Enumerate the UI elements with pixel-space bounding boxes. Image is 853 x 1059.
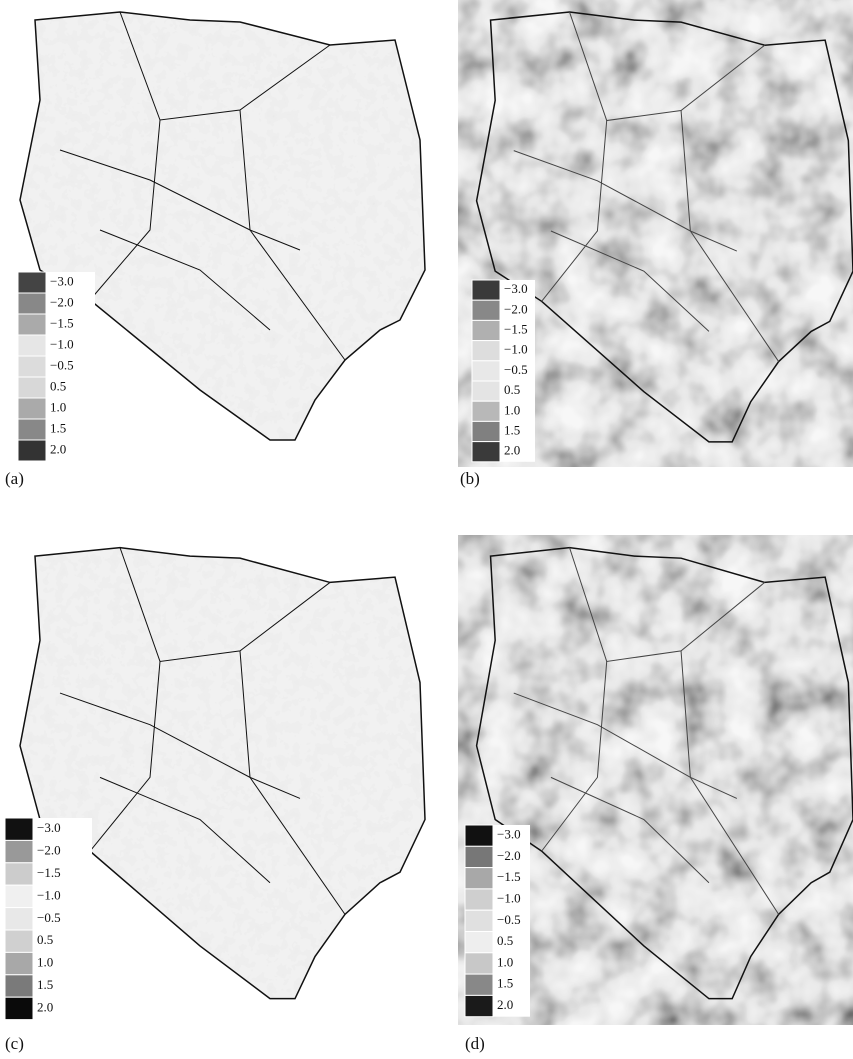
legend-label: 0.5 — [50, 378, 66, 393]
legend-label: 1.5 — [37, 977, 53, 992]
panel-label: (d) — [465, 1034, 485, 1053]
panel-label: (b) — [460, 469, 480, 488]
legend-swatch — [5, 863, 33, 885]
legend-swatch — [5, 930, 33, 952]
legend-swatch — [465, 953, 493, 974]
map-panel: −3.0 −2.0 −1.5 −1.0 −0.5 0.5 1.0 1.5 2.0 (c) — [0, 535, 425, 1053]
legend: −3.0 −2.0 −1.5 −1.0 −0.5 0.5 1.0 1.5 2.0 — [472, 280, 535, 462]
legend-label: 1.0 — [37, 955, 53, 970]
legend-swatch — [472, 401, 500, 421]
legend-label: 1.5 — [497, 976, 513, 991]
legend-swatch — [5, 840, 33, 862]
legend-label: 2.0 — [50, 441, 66, 456]
legend-label: −1.0 — [50, 336, 74, 351]
legend-label: −1.5 — [504, 321, 528, 336]
legend: −3.0 −2.0 −1.5 −1.0 −0.5 0.5 1.0 1.5 2.0 — [465, 825, 530, 1017]
legend-swatch — [472, 341, 500, 361]
legend-swatch — [465, 910, 493, 931]
figure: −3.0−2.0−1.5−1.0−0.50.51.01.52.0(a)−3.0−… — [0, 0, 853, 1059]
legend-label: −2.0 — [37, 843, 61, 858]
legend-swatch — [472, 421, 500, 441]
legend-swatch — [465, 932, 493, 953]
legend-swatch — [5, 997, 33, 1019]
legend-swatch — [18, 398, 46, 419]
legend: −3.0 −2.0 −1.5 −1.0 −0.5 0.5 1.0 1.5 2.0 — [18, 272, 95, 461]
legend-label: 2.0 — [37, 999, 53, 1014]
legend-swatch — [18, 272, 46, 293]
legend-swatch — [5, 818, 33, 840]
legend-swatch — [18, 356, 46, 377]
legend-swatch — [472, 381, 500, 401]
legend-swatch — [18, 314, 46, 335]
legend-label: −3.0 — [497, 827, 521, 842]
legend-swatch — [5, 975, 33, 997]
legend-label: −1.5 — [37, 865, 61, 880]
legend-swatch — [18, 293, 46, 314]
legend-swatch — [5, 908, 33, 930]
legend-swatch — [465, 974, 493, 995]
legend-label: −3.0 — [504, 281, 528, 296]
legend-label: 2.0 — [497, 997, 513, 1012]
legend-label: −0.5 — [497, 912, 521, 927]
legend-swatch — [465, 868, 493, 889]
legend-label: −3.0 — [37, 820, 61, 835]
panel-label: (c) — [5, 1034, 24, 1053]
legend-swatch — [472, 442, 500, 462]
legend-label: 0.5 — [497, 933, 513, 948]
legend-swatch — [472, 300, 500, 320]
legend-label: 0.5 — [37, 932, 53, 947]
legend-swatch — [5, 885, 33, 907]
legend-swatch — [465, 995, 493, 1016]
legend-swatch — [472, 280, 500, 300]
legend: −3.0 −2.0 −1.5 −1.0 −0.5 0.5 1.0 1.5 2.0 — [5, 818, 92, 1020]
legend-label: −1.5 — [497, 869, 521, 884]
map-panel: −3.0 −2.0 −1.5 −1.0 −0.5 0.5 1.0 1.5 2.0 (a) — [0, 0, 425, 488]
legend-swatch — [18, 419, 46, 440]
legend-swatch — [472, 361, 500, 381]
legend-label: −2.0 — [504, 301, 528, 316]
legend-swatch — [465, 889, 493, 910]
map-panel: −3.0 −2.0 −1.5 −1.0 −0.5 0.5 1.0 1.5 2.0 (b) — [458, 0, 853, 488]
legend-swatch — [18, 335, 46, 356]
legend-swatch — [472, 320, 500, 340]
legend-label: 2.0 — [504, 443, 520, 458]
legend-label: 1.5 — [504, 422, 520, 437]
legend-label: −0.5 — [504, 362, 528, 377]
legend-label: 1.5 — [50, 420, 66, 435]
legend-label: −1.0 — [497, 891, 521, 906]
legend-label: −0.5 — [37, 910, 61, 925]
legend-swatch — [18, 377, 46, 398]
legend-label: −3.0 — [50, 273, 74, 288]
legend-swatch — [465, 846, 493, 867]
legend-swatch — [18, 440, 46, 461]
panel-label: (a) — [5, 469, 24, 488]
legend-label: 1.0 — [497, 954, 513, 969]
legend-label: −0.5 — [50, 357, 74, 372]
legend-label: −2.0 — [497, 848, 521, 863]
legend-label: 0.5 — [504, 382, 520, 397]
legend-label: −1.5 — [50, 315, 74, 330]
legend-swatch — [465, 825, 493, 846]
legend-label: 1.0 — [50, 399, 66, 414]
legend-label: 1.0 — [504, 402, 520, 417]
legend-label: −1.0 — [504, 342, 528, 357]
legend-label: −1.0 — [37, 887, 61, 902]
legend-label: −2.0 — [50, 294, 74, 309]
legend-swatch — [5, 952, 33, 974]
map-panel: −3.0 −2.0 −1.5 −1.0 −0.5 0.5 1.0 1.5 2.0 (d) — [458, 535, 853, 1053]
